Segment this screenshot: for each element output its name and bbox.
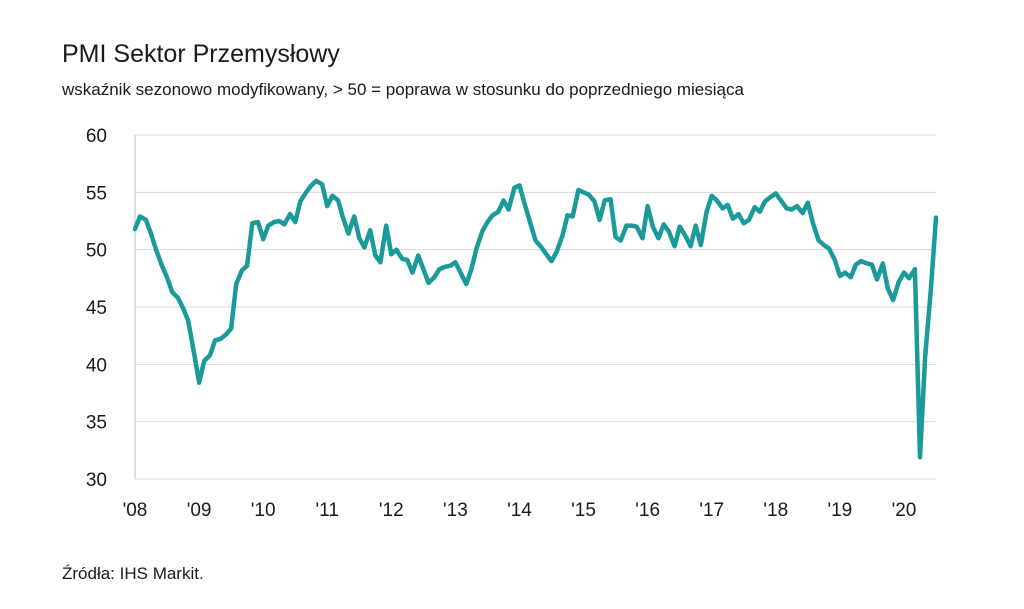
x-tick-label: '11 — [316, 500, 339, 521]
y-tick-label: 35 — [86, 413, 107, 434]
x-tick-label: '19 — [827, 500, 852, 521]
y-tick-label: 60 — [86, 126, 107, 147]
y-tick-label: 55 — [86, 183, 107, 204]
x-tick-label: '16 — [635, 500, 660, 521]
x-tick-label: '15 — [571, 500, 596, 521]
x-tick-label: '12 — [379, 500, 404, 521]
x-tick-label: '14 — [507, 500, 532, 521]
y-tick-label: 45 — [86, 298, 107, 319]
x-tick-label: '17 — [699, 500, 724, 521]
y-tick-label: 30 — [86, 470, 107, 491]
x-tick-label: '18 — [763, 500, 788, 521]
series-layer — [132, 178, 939, 460]
grid-lines — [134, 134, 936, 480]
series-line-pmi — [132, 178, 939, 460]
x-tick-label: '20 — [892, 500, 917, 521]
y-axis-ticks: 30 35 40 45 50 55 60 — [86, 126, 107, 491]
x-tick-label: '10 — [251, 500, 276, 521]
x-axis-ticks: '08 '09 '10 '11 '12 '13 '14 '15 '16 '17 '18 '19 '20 — [123, 500, 917, 521]
x-tick-label: '13 — [443, 500, 468, 521]
chart-title: PMI Sektor Przemysłowy — [62, 40, 340, 68]
y-tick-label: 40 — [86, 355, 107, 376]
x-tick-label: '09 — [187, 500, 212, 521]
chart-subtitle: wskaźnik sezonowo modyfikowany, > 50 = p… — [62, 80, 744, 99]
source-note: Źródła: IHS Markit. — [62, 564, 204, 583]
x-tick-label: '08 — [123, 500, 148, 521]
y-tick-label: 50 — [86, 241, 107, 262]
